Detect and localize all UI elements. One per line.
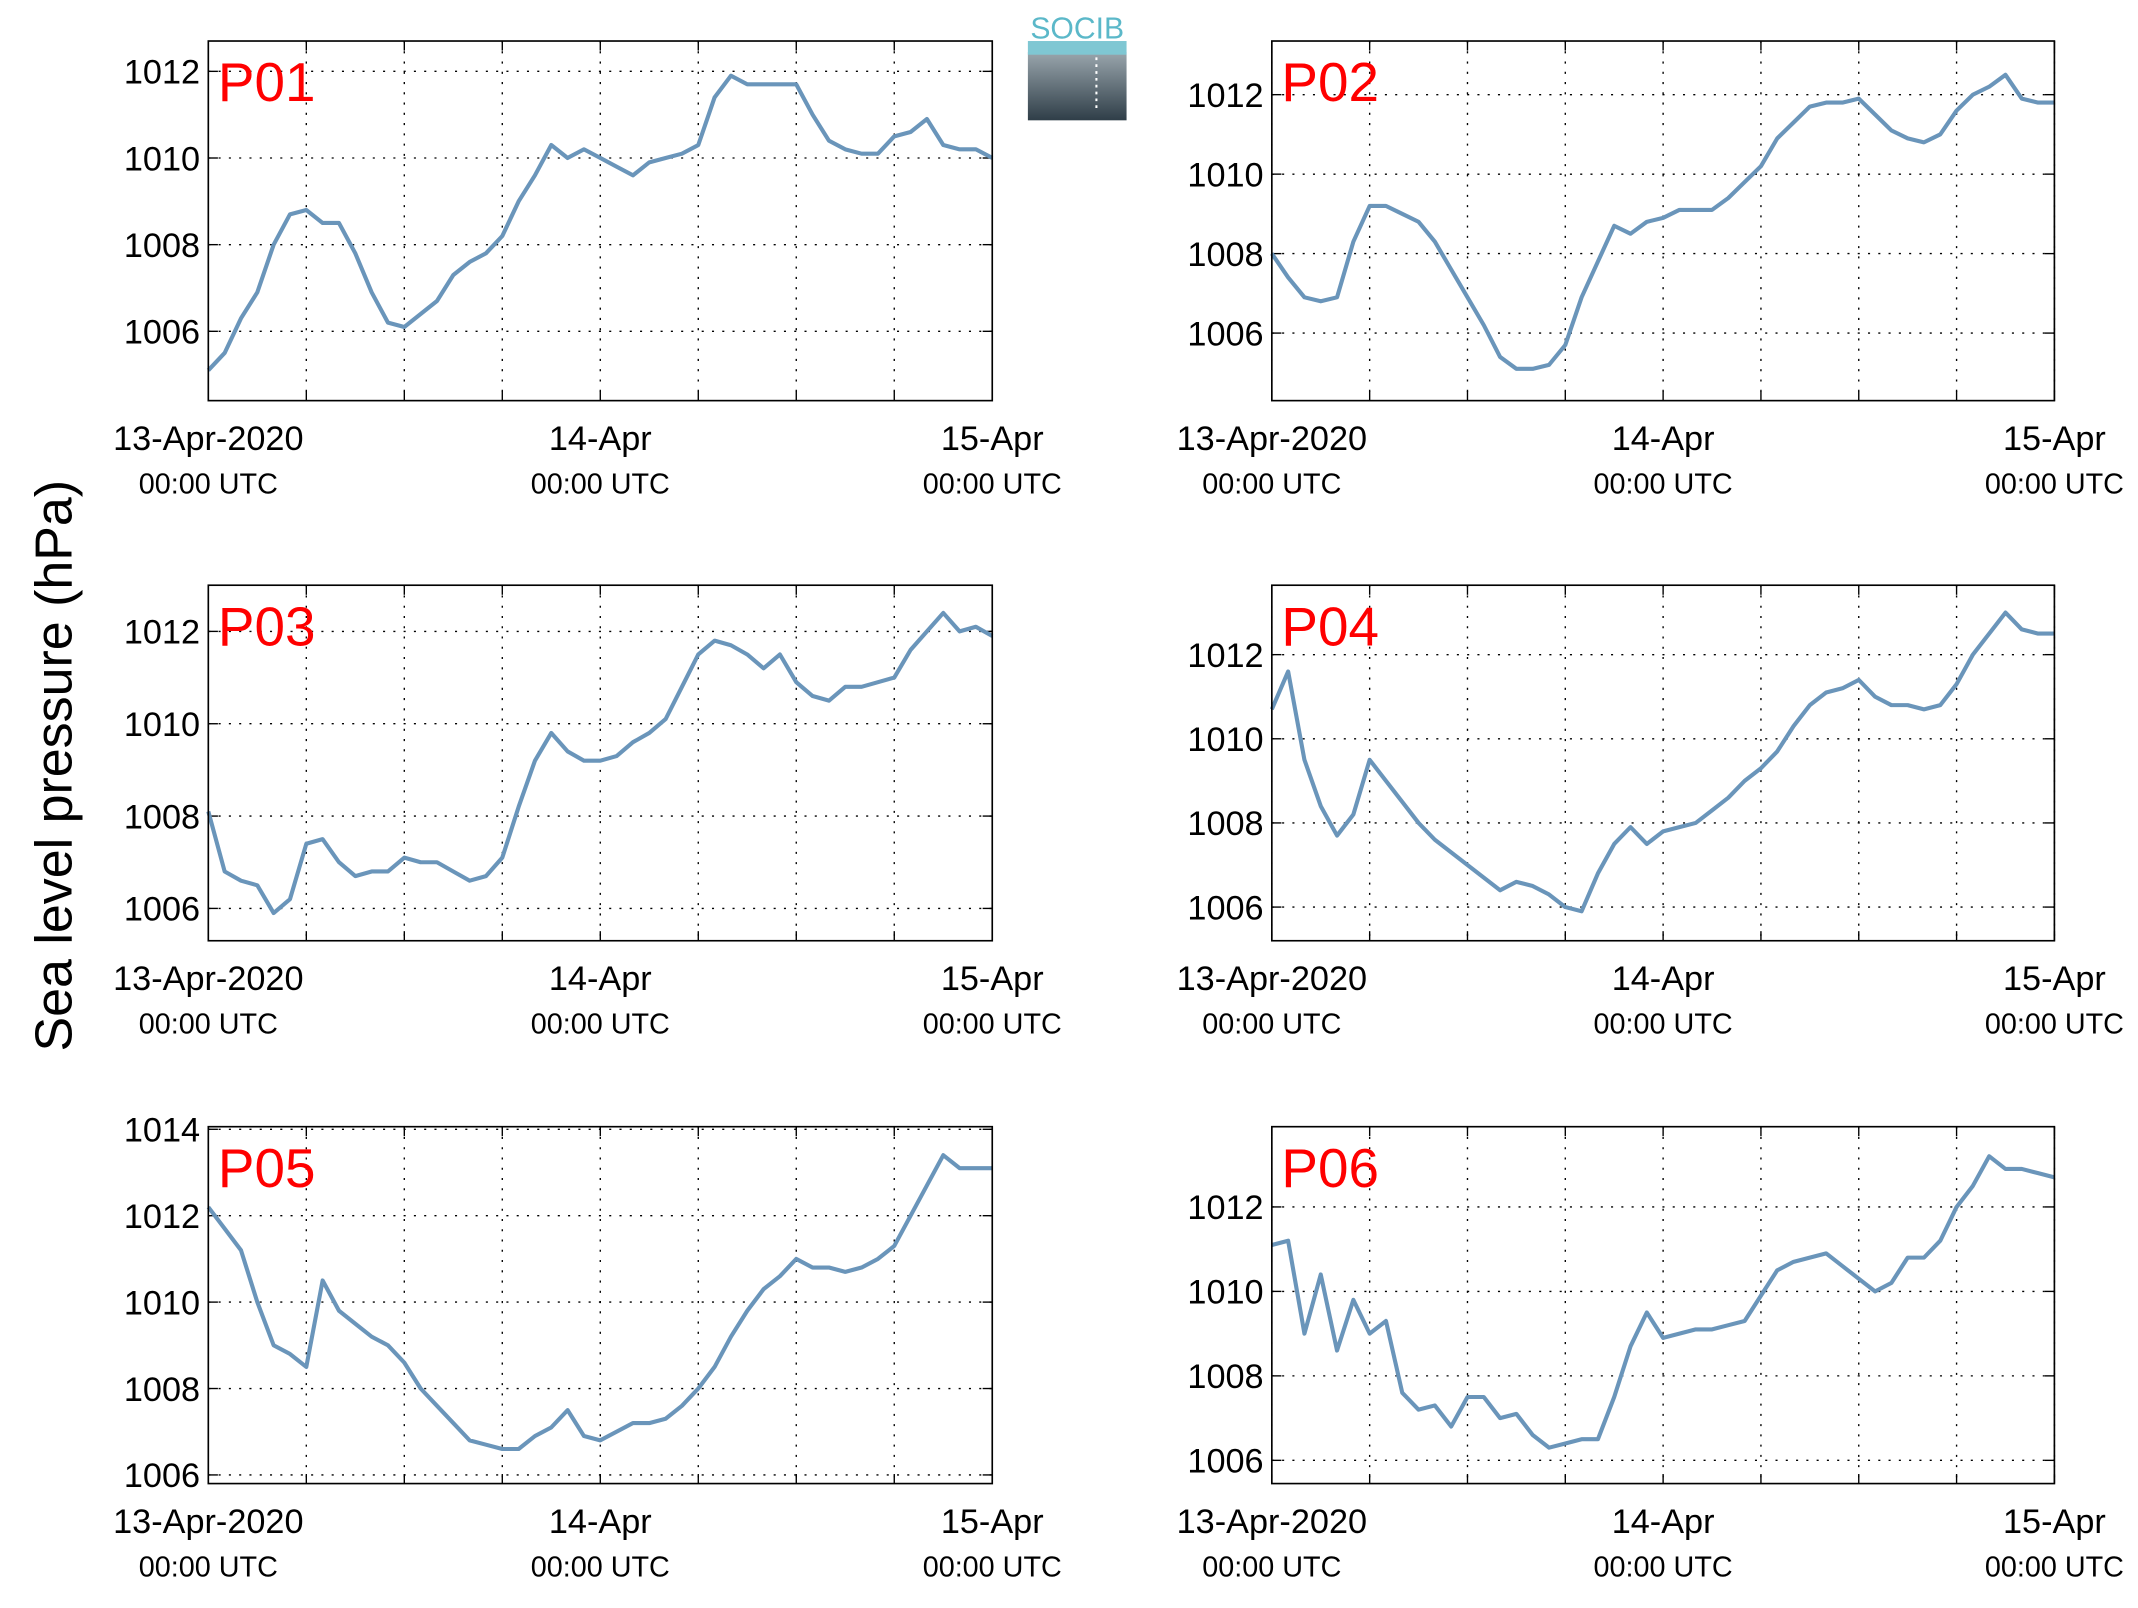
- logo-block: [1027, 51, 1127, 121]
- x-tick-label: 13-Apr-2020: [1177, 1503, 1367, 1541]
- x-tick-sublabel: 00:00 UTC: [923, 469, 1062, 501]
- y-tick-label: 1012: [1187, 637, 1263, 675]
- x-tick-label: 13-Apr-2020: [113, 420, 303, 458]
- y-tick-label: 1006: [124, 1457, 200, 1495]
- y-tick-label: 1010: [1187, 156, 1263, 194]
- y-tick-label: 1012: [124, 1198, 200, 1236]
- y-tick-label: 1012: [124, 614, 200, 652]
- x-tick-sublabel: 00:00 UTC: [923, 1552, 1062, 1584]
- y-tick-label: 1006: [1187, 1443, 1263, 1481]
- y-tick-label: 1010: [1187, 721, 1263, 759]
- x-tick-sublabel: 00:00 UTC: [139, 469, 278, 501]
- y-tick-label: 1012: [1187, 1189, 1263, 1227]
- panel: 1006 1008 1010 1012 13-Apr-2020 00:00 UTC 14-A…: [113, 584, 1062, 1041]
- x-tick-sublabel: 00:00 UTC: [1594, 469, 1733, 501]
- plot-area: [208, 1126, 993, 1484]
- y-tick-label: 1010: [1187, 1274, 1263, 1312]
- y-axis-label: Sea level pressure (hPa): [25, 480, 83, 1052]
- data-line: [206, 73, 994, 372]
- axes-frame: [207, 1125, 994, 1485]
- data-line: [206, 610, 994, 916]
- x-tick-label: 13-Apr-2020: [1177, 960, 1367, 998]
- x-tick-sublabel: 00:00 UTC: [1985, 1552, 2124, 1584]
- panel-title: P02: [1281, 51, 1379, 113]
- plot-area: [1271, 585, 2055, 941]
- logo-text: SOCIB: [1030, 12, 1124, 45]
- data-line: [206, 1153, 993, 1452]
- y-tick-label: 1008: [124, 798, 200, 836]
- x-tick-label: 15-Apr: [941, 960, 1044, 998]
- data-line: [1271, 1154, 2055, 1450]
- y-tick-label: 1010: [124, 706, 200, 744]
- x-tick-label: 14-Apr: [549, 420, 652, 458]
- plot-area: [1271, 41, 2055, 401]
- x-tick-label: 15-Apr: [941, 420, 1044, 458]
- x-tick-sublabel: 00:00 UTC: [923, 1009, 1062, 1041]
- plot-area: [208, 585, 993, 941]
- y-tick-label: 1008: [124, 227, 200, 265]
- axes-frame: [1271, 1125, 2056, 1485]
- panel-title: P03: [218, 595, 316, 657]
- y-tick-label: 1008: [1187, 805, 1263, 843]
- x-tick-label: 14-Apr: [1612, 420, 1715, 458]
- x-tick-sublabel: 00:00 UTC: [1202, 469, 1341, 501]
- panel-title: P06: [1281, 1137, 1379, 1199]
- plot-area: [208, 41, 993, 401]
- y-tick-label: 1008: [1187, 236, 1263, 274]
- x-tick-label: 13-Apr-2020: [113, 960, 303, 998]
- logo: SOCIB: [1027, 12, 1127, 121]
- x-tick-label: 15-Apr: [2003, 1503, 2106, 1541]
- y-tick-label: 1012: [124, 54, 200, 92]
- y-tick-label: 1010: [124, 140, 200, 178]
- x-tick-sublabel: 00:00 UTC: [531, 1009, 670, 1041]
- x-tick-label: 15-Apr: [2003, 960, 2106, 998]
- logo-wave: [1027, 41, 1127, 55]
- panel: 1006 1008 1010 1012 13-Apr-2020 00:00 UTC 14-A…: [1177, 40, 2124, 501]
- y-tick-label: 1006: [1187, 315, 1263, 353]
- panel: 1006 1008 1010 1012 13-Apr-2020 00:00 UTC 14-A…: [1177, 584, 2124, 1041]
- x-tick-sublabel: 00:00 UTC: [531, 469, 670, 501]
- x-tick-sublabel: 00:00 UTC: [1985, 469, 2124, 501]
- data-line: [1270, 72, 2055, 371]
- x-tick-label: 14-Apr: [1612, 1503, 1715, 1541]
- x-tick-sublabel: 00:00 UTC: [1202, 1552, 1341, 1584]
- x-tick-label: 14-Apr: [549, 1503, 652, 1541]
- y-tick-label: 1006: [124, 314, 200, 352]
- panel-title: P01: [218, 51, 316, 113]
- x-tick-label: 13-Apr-2020: [113, 1503, 303, 1541]
- y-tick-label: 1012: [1187, 77, 1263, 115]
- y-tick-label: 1010: [124, 1284, 200, 1322]
- axes-frame: [1271, 40, 2056, 402]
- panel: 1006 1008 1010 1012 1014 13-Apr-2020 00:00 UTC…: [113, 1112, 1062, 1584]
- axes-frame: [1271, 584, 2056, 942]
- x-tick-label: 15-Apr: [941, 1503, 1044, 1541]
- y-tick-label: 1014: [124, 1112, 200, 1150]
- x-tick-label: 14-Apr: [1612, 960, 1715, 998]
- data-line: [1269, 610, 2055, 914]
- x-tick-label: 14-Apr: [549, 960, 652, 998]
- y-tick-label: 1008: [124, 1371, 200, 1409]
- axes-frame: [207, 584, 994, 942]
- panel: 1006 1008 1010 1012 13-Apr-2020 00:00 UTC 14-A…: [113, 40, 1062, 501]
- x-tick-sublabel: 00:00 UTC: [1985, 1009, 2124, 1041]
- y-tick-label: 1006: [124, 891, 200, 929]
- axes-frame: [207, 40, 994, 402]
- panel-title: P04: [1281, 595, 1379, 657]
- x-tick-sublabel: 00:00 UTC: [139, 1552, 278, 1584]
- panel: 1006 1008 1010 1012 13-Apr-2020 00:00 UTC 14-A…: [1177, 1125, 2124, 1584]
- y-tick-label: 1006: [1187, 889, 1263, 927]
- x-tick-label: 15-Apr: [2003, 420, 2106, 458]
- plot-area: [1271, 1126, 2055, 1484]
- panel-title: P05: [218, 1137, 316, 1199]
- x-tick-sublabel: 00:00 UTC: [1594, 1009, 1733, 1041]
- x-tick-sublabel: 00:00 UTC: [1594, 1552, 1733, 1584]
- x-tick-sublabel: 00:00 UTC: [139, 1009, 278, 1041]
- y-tick-label: 1008: [1187, 1358, 1263, 1396]
- x-tick-sublabel: 00:00 UTC: [1202, 1009, 1341, 1041]
- x-tick-label: 13-Apr-2020: [1177, 420, 1367, 458]
- x-tick-sublabel: 00:00 UTC: [531, 1552, 670, 1584]
